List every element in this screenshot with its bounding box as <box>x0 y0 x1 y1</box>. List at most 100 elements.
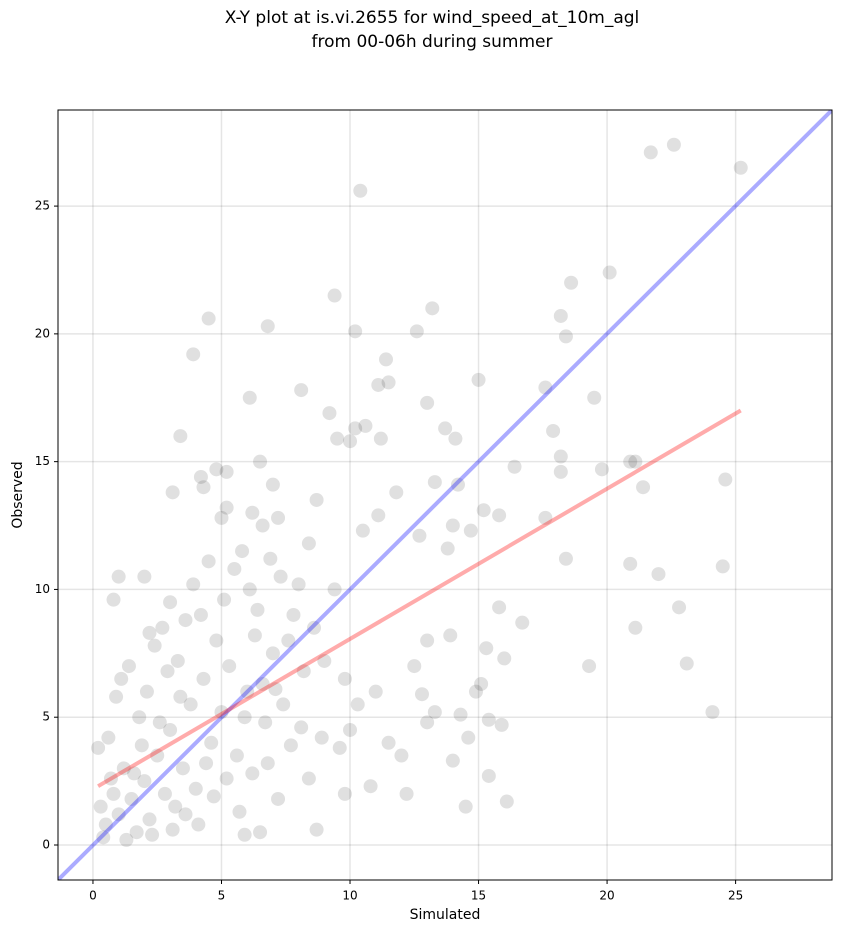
point <box>414 687 429 702</box>
point <box>253 825 268 840</box>
point <box>245 766 260 781</box>
point <box>186 347 201 362</box>
point <box>492 508 507 523</box>
point <box>101 730 116 745</box>
y-axis-label: Observed <box>10 461 26 528</box>
point <box>443 628 458 643</box>
point <box>594 462 609 477</box>
point <box>412 528 427 543</box>
point <box>587 390 602 405</box>
point <box>132 710 147 725</box>
point <box>170 653 185 668</box>
x-tick-label: 20 <box>599 889 614 903</box>
point <box>337 786 352 801</box>
point <box>273 569 288 584</box>
y-tick-label: 10 <box>35 582 50 596</box>
point <box>260 756 275 771</box>
point <box>379 352 394 367</box>
point <box>440 541 455 556</box>
point <box>309 822 324 837</box>
point <box>355 523 370 538</box>
point <box>245 505 260 520</box>
point <box>263 551 278 566</box>
point <box>106 786 121 801</box>
point <box>204 735 219 750</box>
point <box>150 748 165 763</box>
point <box>494 717 509 732</box>
point <box>147 638 162 653</box>
point <box>343 434 358 449</box>
point <box>227 561 242 576</box>
grid <box>58 110 832 880</box>
point <box>461 730 476 745</box>
fit-line <box>58 110 832 880</box>
point <box>188 781 203 796</box>
point <box>628 454 643 469</box>
point <box>271 510 286 525</box>
point <box>368 684 383 699</box>
point <box>558 551 573 566</box>
point <box>602 265 617 280</box>
point <box>373 431 388 446</box>
point <box>193 607 208 622</box>
point <box>479 641 494 656</box>
point <box>327 582 342 597</box>
point <box>679 656 694 671</box>
point <box>98 817 113 832</box>
point <box>111 807 126 822</box>
point <box>129 825 144 840</box>
point <box>427 705 442 720</box>
point <box>294 383 309 398</box>
point <box>165 485 180 500</box>
point <box>623 454 638 469</box>
point <box>420 715 435 730</box>
point <box>371 377 386 392</box>
point <box>111 569 126 584</box>
point <box>476 503 491 518</box>
point <box>219 771 234 786</box>
point <box>332 740 347 755</box>
point <box>219 464 234 479</box>
point <box>196 671 211 686</box>
point <box>157 786 172 801</box>
point <box>381 375 396 390</box>
point <box>381 735 396 750</box>
point <box>317 653 332 668</box>
point <box>582 659 597 674</box>
point <box>173 689 188 704</box>
x-tick-label: 15 <box>471 889 486 903</box>
y-tick-label: 20 <box>35 326 50 340</box>
plot-area <box>58 110 832 880</box>
point <box>196 480 211 495</box>
point <box>265 477 280 492</box>
point <box>643 145 658 160</box>
point <box>309 492 324 507</box>
point <box>106 592 121 607</box>
point <box>96 830 111 845</box>
point <box>93 799 108 814</box>
point <box>651 567 666 582</box>
point <box>142 625 157 640</box>
fit-line <box>97 408 742 788</box>
point <box>468 684 483 699</box>
point <box>250 602 265 617</box>
point <box>137 774 152 789</box>
point <box>222 659 237 674</box>
point <box>337 671 352 686</box>
point <box>255 676 270 691</box>
y-tick-label: 15 <box>35 454 50 468</box>
point <box>137 569 152 584</box>
point <box>142 812 157 827</box>
point <box>515 615 530 630</box>
point <box>265 646 280 661</box>
point <box>492 600 507 615</box>
point <box>271 791 286 806</box>
point <box>217 592 232 607</box>
point <box>291 577 306 592</box>
point <box>152 715 167 730</box>
point <box>160 664 175 679</box>
point <box>425 301 440 316</box>
point <box>348 324 363 339</box>
point <box>163 595 178 610</box>
